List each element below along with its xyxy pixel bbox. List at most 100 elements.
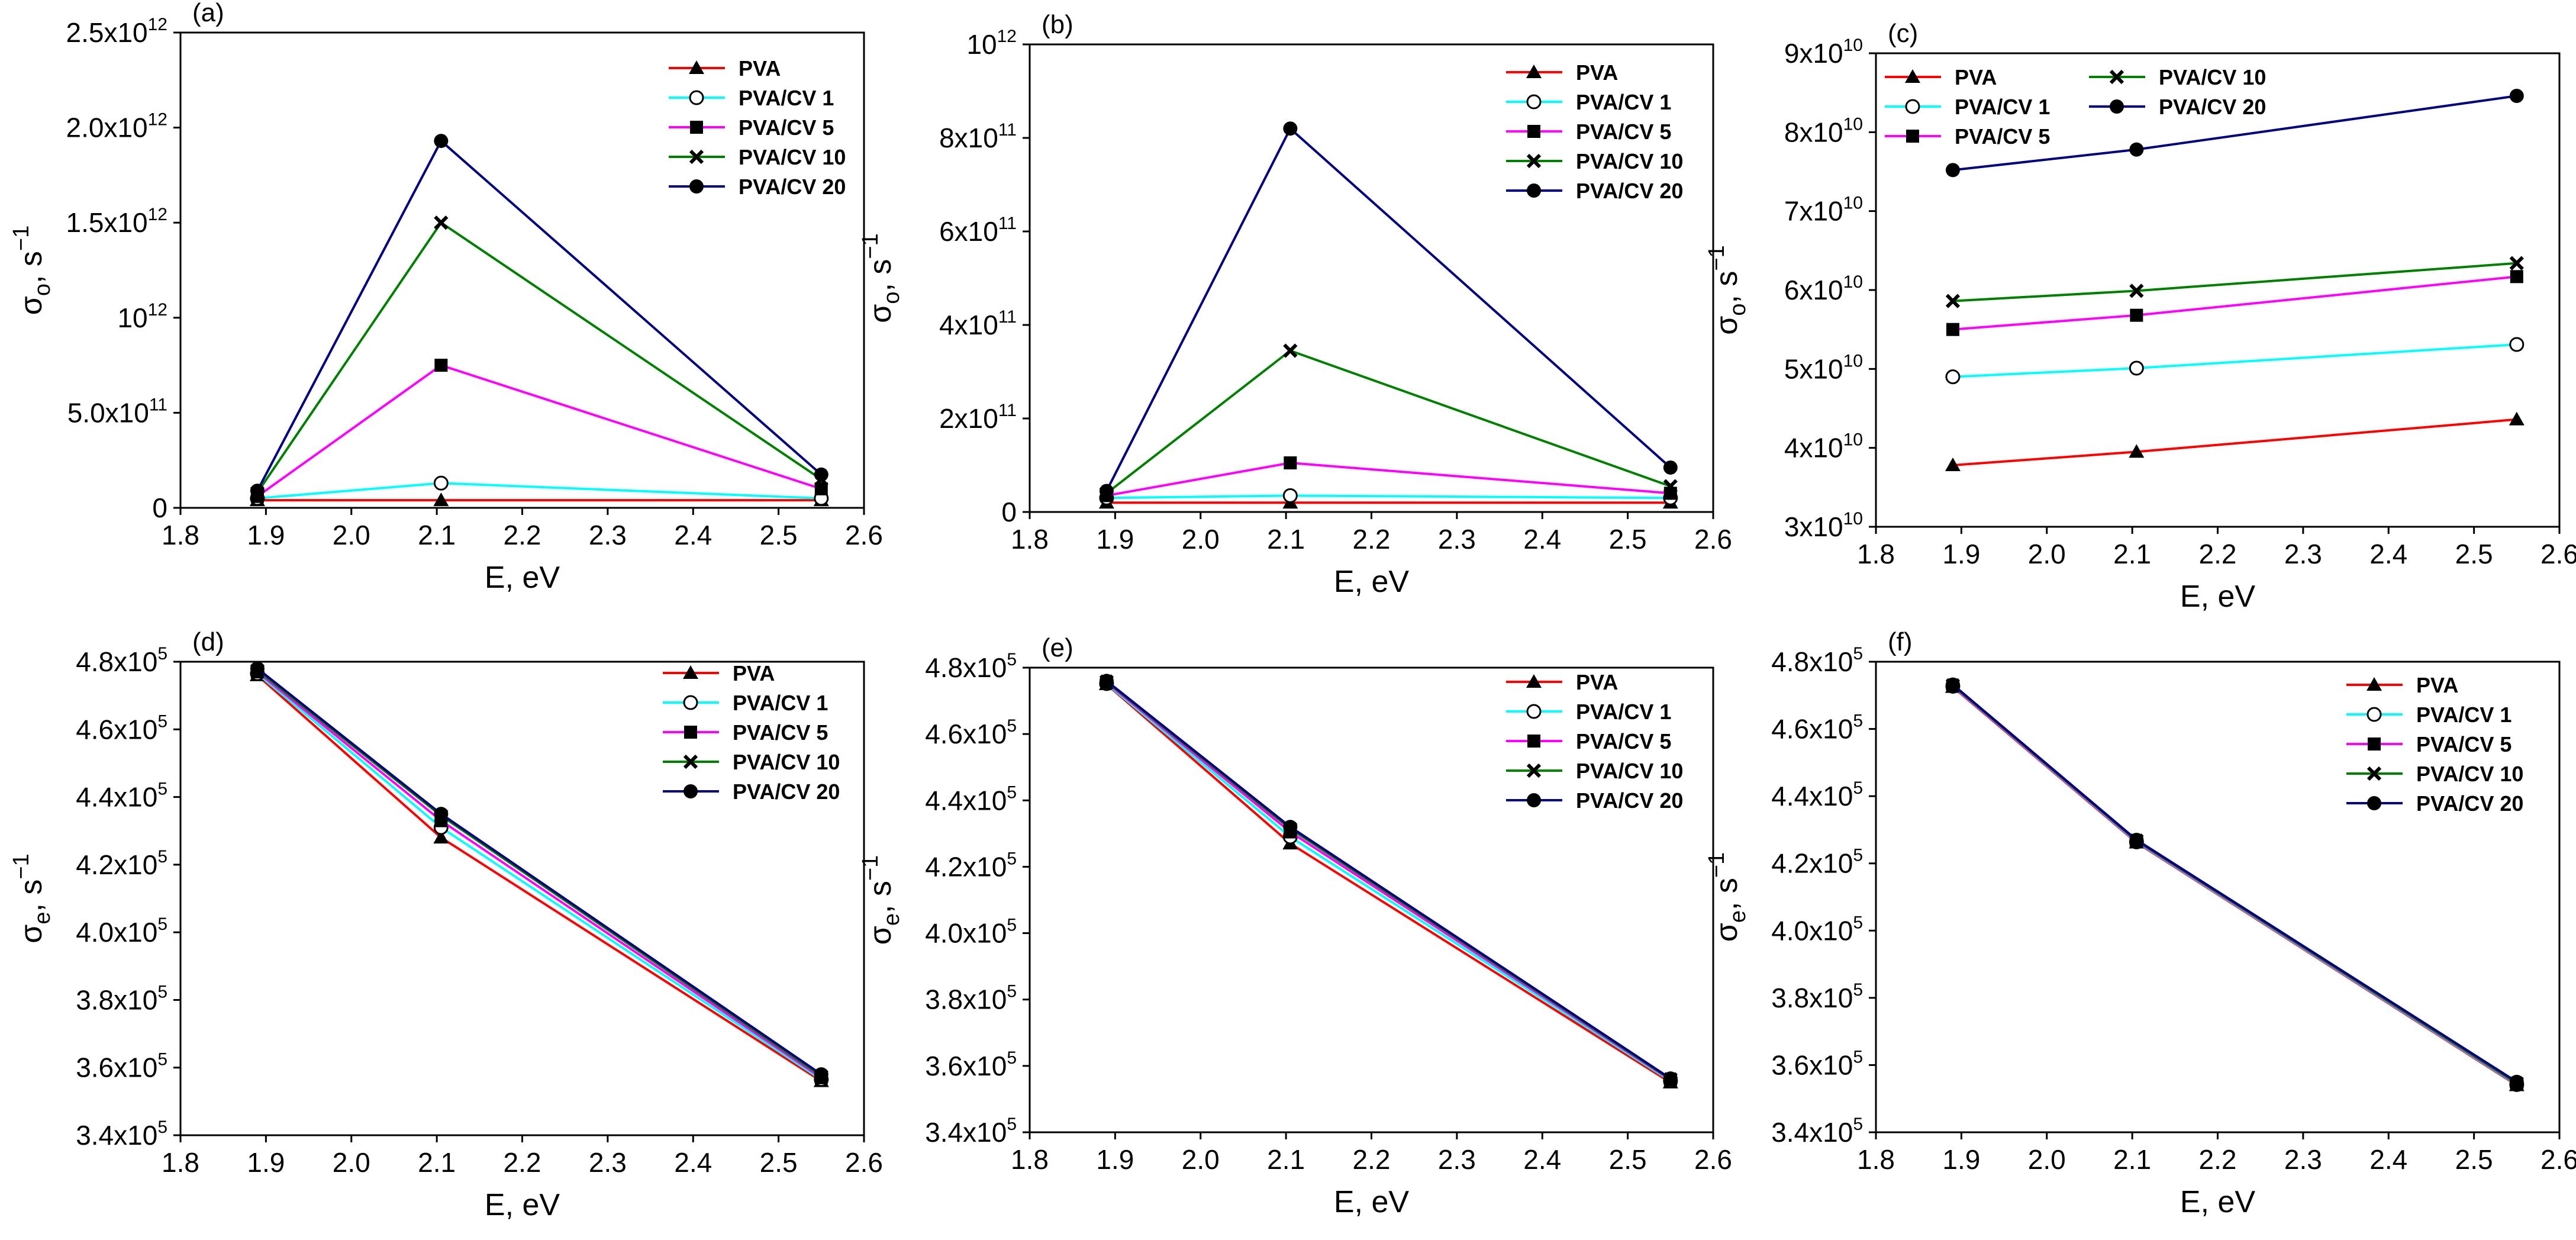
- legend-item: PVA/CV 1: [2346, 703, 2511, 727]
- y-tick-label: 2.0x1012: [66, 110, 168, 143]
- legend-marker: [1527, 735, 1540, 748]
- x-axis-label: E, eV: [485, 561, 560, 595]
- chart-panel-d: (d) 1.8 1.9 2.0 2.1 2.2 2.3 2.4 2.5 2.6 3.4x105 3.6…: [9, 627, 883, 1222]
- data-point: [1663, 1071, 1678, 1086]
- panel-label: (c): [1888, 19, 1918, 48]
- y-axis-label: σo, s−1: [9, 226, 55, 315]
- y-tick-label: 4.0x105: [76, 914, 167, 948]
- legend-label: PVA/CV 20: [1576, 788, 1683, 813]
- legend-item: PVA: [2346, 673, 2458, 697]
- x-tick-label: 2.6: [845, 1147, 883, 1178]
- data-point: [2129, 444, 2145, 458]
- legend-marker: [683, 695, 698, 710]
- data-point: [2510, 270, 2523, 284]
- x-tick-label: 2.5: [2455, 1144, 2493, 1175]
- y-tick-label: 0: [1001, 497, 1017, 527]
- series-pva-cv-5: [250, 359, 828, 503]
- series-pva-cv-20: [1099, 674, 1678, 1086]
- y-tick-label: 8x1011: [939, 120, 1017, 153]
- legend-marker: [1905, 99, 1920, 114]
- x-tick-label: 2.4: [674, 1147, 712, 1178]
- data-point: [1283, 343, 1298, 358]
- legend-marker: [1526, 704, 1542, 719]
- data-point: [1663, 479, 1678, 494]
- legend-label: PVA/CV 10: [1576, 149, 1683, 173]
- x-tick-label: 2.2: [504, 520, 541, 550]
- legend-label: PVA: [739, 56, 781, 80]
- x-axis-label: E, eV: [485, 1188, 560, 1222]
- y-tick-label: 4.6x105: [925, 716, 1017, 749]
- series-pva-cv-20: [1099, 121, 1678, 498]
- x-tick-label: 1.9: [1096, 1144, 1134, 1175]
- x-tick-label: 2.1: [1267, 524, 1305, 555]
- x-tick-label: 2.4: [1523, 524, 1561, 555]
- x-tick-label: 2.5: [760, 520, 798, 550]
- legend-label: PVA/CV 1: [2416, 703, 2511, 727]
- x-axis-label: E, eV: [2180, 579, 2255, 614]
- y-tick-label: 4.2x105: [925, 849, 1017, 882]
- legend-label: PVA/CV 10: [2159, 65, 2266, 89]
- legend-label: PVA/CV 10: [733, 750, 840, 774]
- x-tick-label: 2.0: [333, 520, 370, 550]
- data-point: [1945, 677, 1960, 692]
- legend-marker: [2368, 737, 2381, 751]
- y-tick-label: 4.4x105: [76, 780, 167, 813]
- legend: PVA PVA/CV 1 PVA/CV 5 PVA/CV 10 PVA/CV 20: [669, 56, 846, 199]
- x-tick-label: 1.9: [1096, 524, 1134, 555]
- legend-item: PVA/CV 1: [663, 691, 828, 715]
- x-tick-label: 1.8: [162, 520, 199, 550]
- series-line: [256, 363, 822, 498]
- y-tick-label: 6x1010: [1784, 272, 1863, 305]
- x-tick-label: 2.3: [2284, 1144, 2322, 1175]
- legend-label: PVA/CV 1: [1576, 700, 1671, 724]
- data-point: [2509, 1074, 2524, 1089]
- data-point: [2509, 89, 2524, 103]
- legend-label: PVA: [1576, 60, 1618, 85]
- data-point: [814, 1067, 828, 1082]
- legend-label: PVA/CV 20: [739, 175, 846, 199]
- legend: PVA PVA/CV 1 PVA/CV 5 PVA/CV 10 PVA/CV 20: [1506, 60, 1683, 203]
- y-tick-label: 4.4x105: [1771, 778, 1863, 811]
- legend-label: PVA/CV 20: [733, 780, 840, 804]
- data-point: [1282, 488, 1298, 503]
- x-tick-label: 2.3: [1438, 1144, 1476, 1175]
- legend-marker: [2367, 707, 2382, 722]
- y-tick-label: 4.0x105: [1771, 913, 1863, 946]
- panel-label: (e): [1042, 633, 1073, 662]
- legend-item: PVA/CV 20: [669, 175, 846, 199]
- data-point: [1945, 294, 1961, 308]
- legend: PVA PVA/CV 1 PVA/CV 5 PVA/CV 10 PVA/CV 20: [663, 661, 840, 804]
- x-tick-label: 2.6: [845, 520, 883, 550]
- data-point: [433, 830, 449, 844]
- data-point: [1283, 820, 1298, 835]
- y-tick-label: 7x1010: [1784, 194, 1863, 227]
- x-tick-label: 2.5: [760, 1147, 798, 1178]
- chart-panel-c: (c) 1.8 1.9 2.0 2.1 2.2 2.3 2.4 2.5 2.6 3x1010 4x10…: [1704, 19, 2576, 614]
- legend-item: PVA/CV 10: [1506, 149, 1683, 173]
- legend-marker: [1526, 763, 1542, 778]
- data-point: [1284, 456, 1297, 470]
- y-tick-label: 4.6x105: [1771, 711, 1863, 745]
- x-tick-label: 2.5: [2455, 539, 2493, 569]
- y-tick-label: 4.0x105: [925, 916, 1017, 949]
- data-point: [1099, 674, 1114, 688]
- legend-item: PVA/CV 5: [1885, 124, 2050, 149]
- legend-label: PVA/CV 1: [733, 691, 828, 715]
- x-tick-label: 2.4: [2369, 1144, 2407, 1175]
- y-axis-label: σe, s−1: [9, 853, 55, 943]
- legend-marker: [1905, 69, 1920, 83]
- legend-marker: [1527, 793, 1541, 807]
- y-tick-label: 3.8x105: [925, 982, 1017, 1015]
- legend-item: PVA/CV 1: [1885, 95, 2050, 119]
- series-pva-cv-20: [1945, 677, 2524, 1089]
- y-tick-label: 3.8x105: [1771, 980, 1863, 1013]
- y-tick-label: 4.8x105: [1771, 644, 1863, 677]
- series-line: [1952, 262, 2517, 302]
- x-axis-label: E, eV: [1334, 1185, 1409, 1219]
- x-tick-label: 2.3: [1438, 524, 1476, 555]
- series-pva-cv-10: [1945, 256, 2524, 308]
- x-tick-label: 1.9: [247, 520, 285, 550]
- legend-item: PVA/CV 10: [1506, 759, 1683, 783]
- y-tick-label: 1012: [966, 27, 1017, 60]
- data-point: [1283, 121, 1298, 136]
